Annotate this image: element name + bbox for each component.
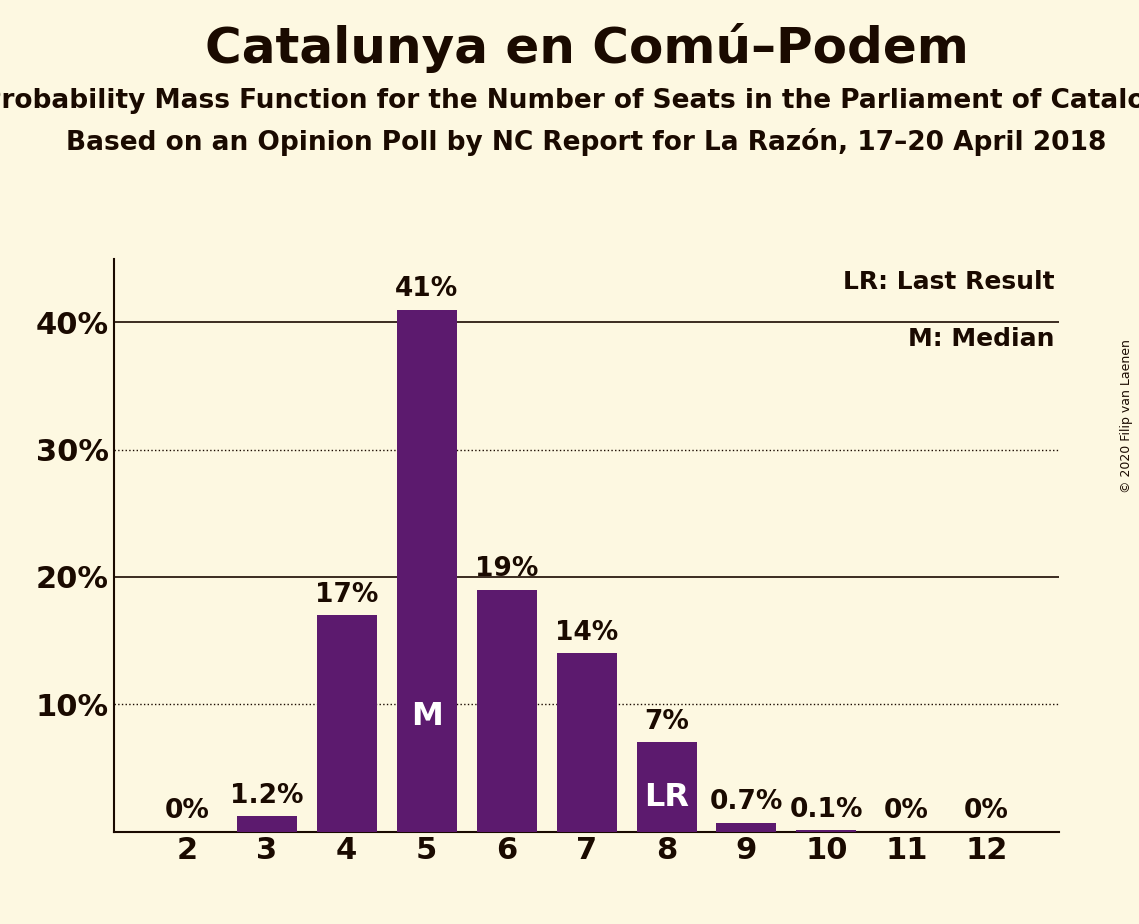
Text: 41%: 41% xyxy=(395,276,458,302)
Text: 17%: 17% xyxy=(316,581,378,608)
Text: 14%: 14% xyxy=(555,620,618,646)
Text: 7%: 7% xyxy=(644,709,689,735)
Bar xyxy=(237,816,297,832)
Text: M: M xyxy=(411,701,443,732)
Text: LR: Last Result: LR: Last Result xyxy=(843,270,1055,294)
Text: Based on an Opinion Poll by NC Report for La Razón, 17–20 April 2018: Based on an Opinion Poll by NC Report fo… xyxy=(66,128,1107,155)
Text: Probability Mass Function for the Number of Seats in the Parliament of Catalonia: Probability Mass Function for the Number… xyxy=(0,88,1139,114)
Text: 0%: 0% xyxy=(884,798,928,824)
Text: 0.7%: 0.7% xyxy=(710,789,784,815)
Bar xyxy=(317,615,377,832)
Text: Catalunya en Comú–Podem: Catalunya en Comú–Podem xyxy=(205,23,968,73)
Bar xyxy=(796,831,857,832)
Text: 19%: 19% xyxy=(475,556,539,582)
Text: 0.1%: 0.1% xyxy=(789,796,863,822)
Bar xyxy=(557,653,616,832)
Text: © 2020 Filip van Laenen: © 2020 Filip van Laenen xyxy=(1121,339,1133,492)
Text: 0%: 0% xyxy=(164,798,210,824)
Bar xyxy=(716,822,777,832)
Text: 0%: 0% xyxy=(964,798,1009,824)
Text: 1.2%: 1.2% xyxy=(230,783,304,808)
Text: M: Median: M: Median xyxy=(908,327,1055,351)
Text: LR: LR xyxy=(644,783,689,813)
Bar xyxy=(396,310,457,832)
Bar xyxy=(476,590,536,832)
Bar xyxy=(637,743,697,832)
